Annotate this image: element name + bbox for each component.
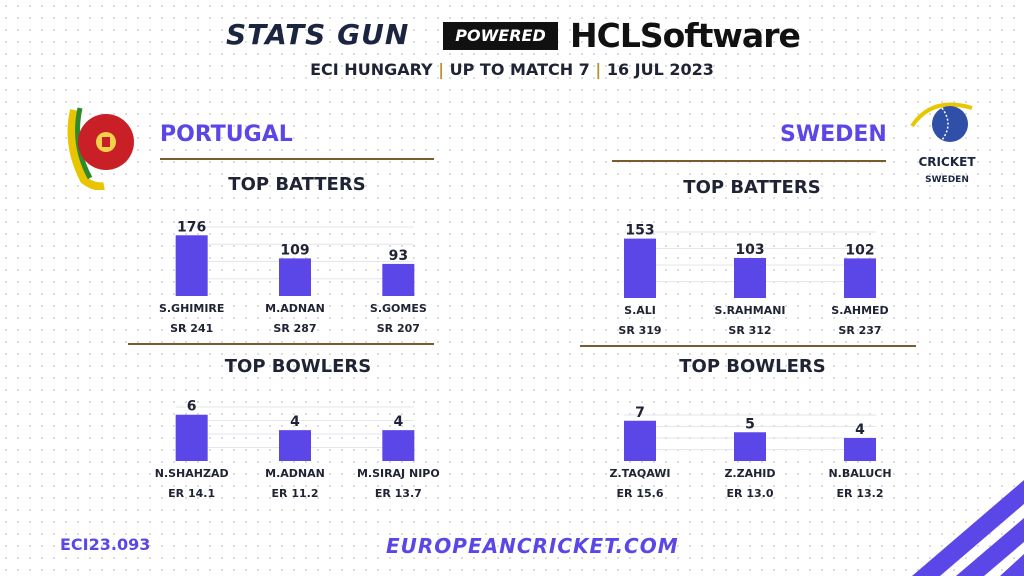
header: STATS GUN POWERED BY HCLSoftware <box>0 14 1024 73</box>
brand-title: STATS GUN <box>226 18 410 51</box>
bar-value-label: 4 <box>290 414 300 430</box>
bar <box>624 238 656 298</box>
stat-sublabel: SR 312 <box>728 324 771 337</box>
logo-text-cricket: CRICKET <box>919 155 977 169</box>
bar <box>175 235 208 296</box>
stat-sublabel: ER 13.7 <box>375 487 422 500</box>
subtitle-separator: | <box>438 60 445 79</box>
bar-value-label: 103 <box>735 242 764 258</box>
bar-value-label: 4 <box>855 422 865 438</box>
sponsor-logo-text: HCLSoftware <box>570 16 801 55</box>
footer-code: ECI23.093 <box>60 535 151 554</box>
category-label: M.ADNAN <box>265 302 325 315</box>
category-label: N.BALUCH <box>828 467 891 480</box>
category-label: N.SHAHZAD <box>155 467 229 480</box>
footer-url: EUROPEANCRICKET.COM <box>386 534 679 558</box>
section-title-top-batters: TOP BATTERS <box>228 174 366 195</box>
bar-value-label: 102 <box>845 242 874 258</box>
team-name-sweden: SWEDEN <box>780 122 887 147</box>
section-title-top-batters: TOP BATTERS <box>683 177 821 198</box>
portugal-federation-logo <box>67 107 134 190</box>
category-label: S.AHMED <box>831 304 888 317</box>
chart-sweden-batters: 153 S.ALI SR 319 103 S.RAHMANI SR 312 102 S.AHM… <box>618 223 888 337</box>
bar <box>844 258 876 298</box>
stat-sublabel: SR 319 <box>618 324 661 337</box>
section-title-top-bowlers: TOP BOWLERS <box>679 356 826 377</box>
bar-value-label: 153 <box>625 223 654 239</box>
divider <box>580 345 916 347</box>
decorative-stripes <box>912 480 1024 576</box>
stat-sublabel: SR 241 <box>170 322 213 335</box>
subtitle-scope: UP TO MATCH 7 <box>449 60 590 79</box>
bar <box>734 432 766 461</box>
bar <box>844 438 876 461</box>
subtitle-date: 16 JUL 2023 <box>606 60 714 79</box>
bar <box>175 414 208 461</box>
bar-value-label: 7 <box>635 405 645 421</box>
bar-value-label: 4 <box>393 414 403 430</box>
divider <box>128 343 434 345</box>
category-label: Z.ZAHID <box>724 467 775 480</box>
bar-value-label: 93 <box>389 248 408 264</box>
bar <box>382 430 415 461</box>
team-name-portugal: PORTUGAL <box>160 122 293 147</box>
chart-portugal-batters: 176 S.GHIMIRE SR 241 109 M.ADNAN SR 287 93 S.GO… <box>159 219 427 335</box>
section-title-top-bowlers: TOP BOWLERS <box>224 356 372 377</box>
bar-value-label: 109 <box>280 242 309 258</box>
stat-sublabel: ER 14.1 <box>168 487 215 500</box>
category-label: Z.TAQAWI <box>610 467 671 480</box>
category-label: S.ALI <box>624 304 656 317</box>
stat-sublabel: ER 13.2 <box>837 487 884 500</box>
stat-sublabel: ER 13.0 <box>727 487 774 500</box>
bar <box>624 420 656 461</box>
divider <box>612 160 886 162</box>
bar <box>734 258 766 298</box>
subtitle-separator: | <box>595 60 602 79</box>
bar <box>279 430 311 461</box>
category-label: S.RAHMANI <box>714 304 785 317</box>
bar-value-label: 6 <box>187 399 197 415</box>
powered-by-badge: POWERED BY <box>443 22 558 73</box>
chart-sweden-bowlers: 7 Z.TAQAWI ER 15.6 5 Z.ZAHID ER 13.0 4 N.BALUCH… <box>610 405 892 500</box>
subtitle: ECI HUNGARY | UP TO MATCH 7 | 16 JUL 202… <box>0 60 1024 79</box>
category-label: S.GOMES <box>370 302 427 315</box>
bar-value-label: 176 <box>177 219 206 235</box>
stat-sublabel: SR 207 <box>377 322 420 335</box>
divider <box>160 158 434 160</box>
category-label: M.ADNAN <box>265 467 325 480</box>
cricket-sweden-logo: CRICKET SWEDEN <box>910 102 977 185</box>
bar <box>279 258 311 296</box>
bar <box>382 263 415 296</box>
stat-sublabel: ER 11.2 <box>272 487 319 500</box>
chart-portugal-bowlers: 6 N.SHAHZAD ER 14.1 4 M.ADNAN ER 11.2 4 M.SIRAJ… <box>155 399 440 500</box>
stat-sublabel: SR 287 <box>273 322 316 335</box>
subtitle-event: ECI HUNGARY <box>310 60 433 79</box>
bar-value-label: 5 <box>745 416 755 432</box>
stat-sublabel: SR 237 <box>838 324 881 337</box>
category-label: S.GHIMIRE <box>159 302 224 315</box>
logo-text-sweden: SWEDEN <box>925 175 969 185</box>
category-label: M.SIRAJ NIPO <box>357 467 440 480</box>
stat-sublabel: ER 15.6 <box>617 487 664 500</box>
